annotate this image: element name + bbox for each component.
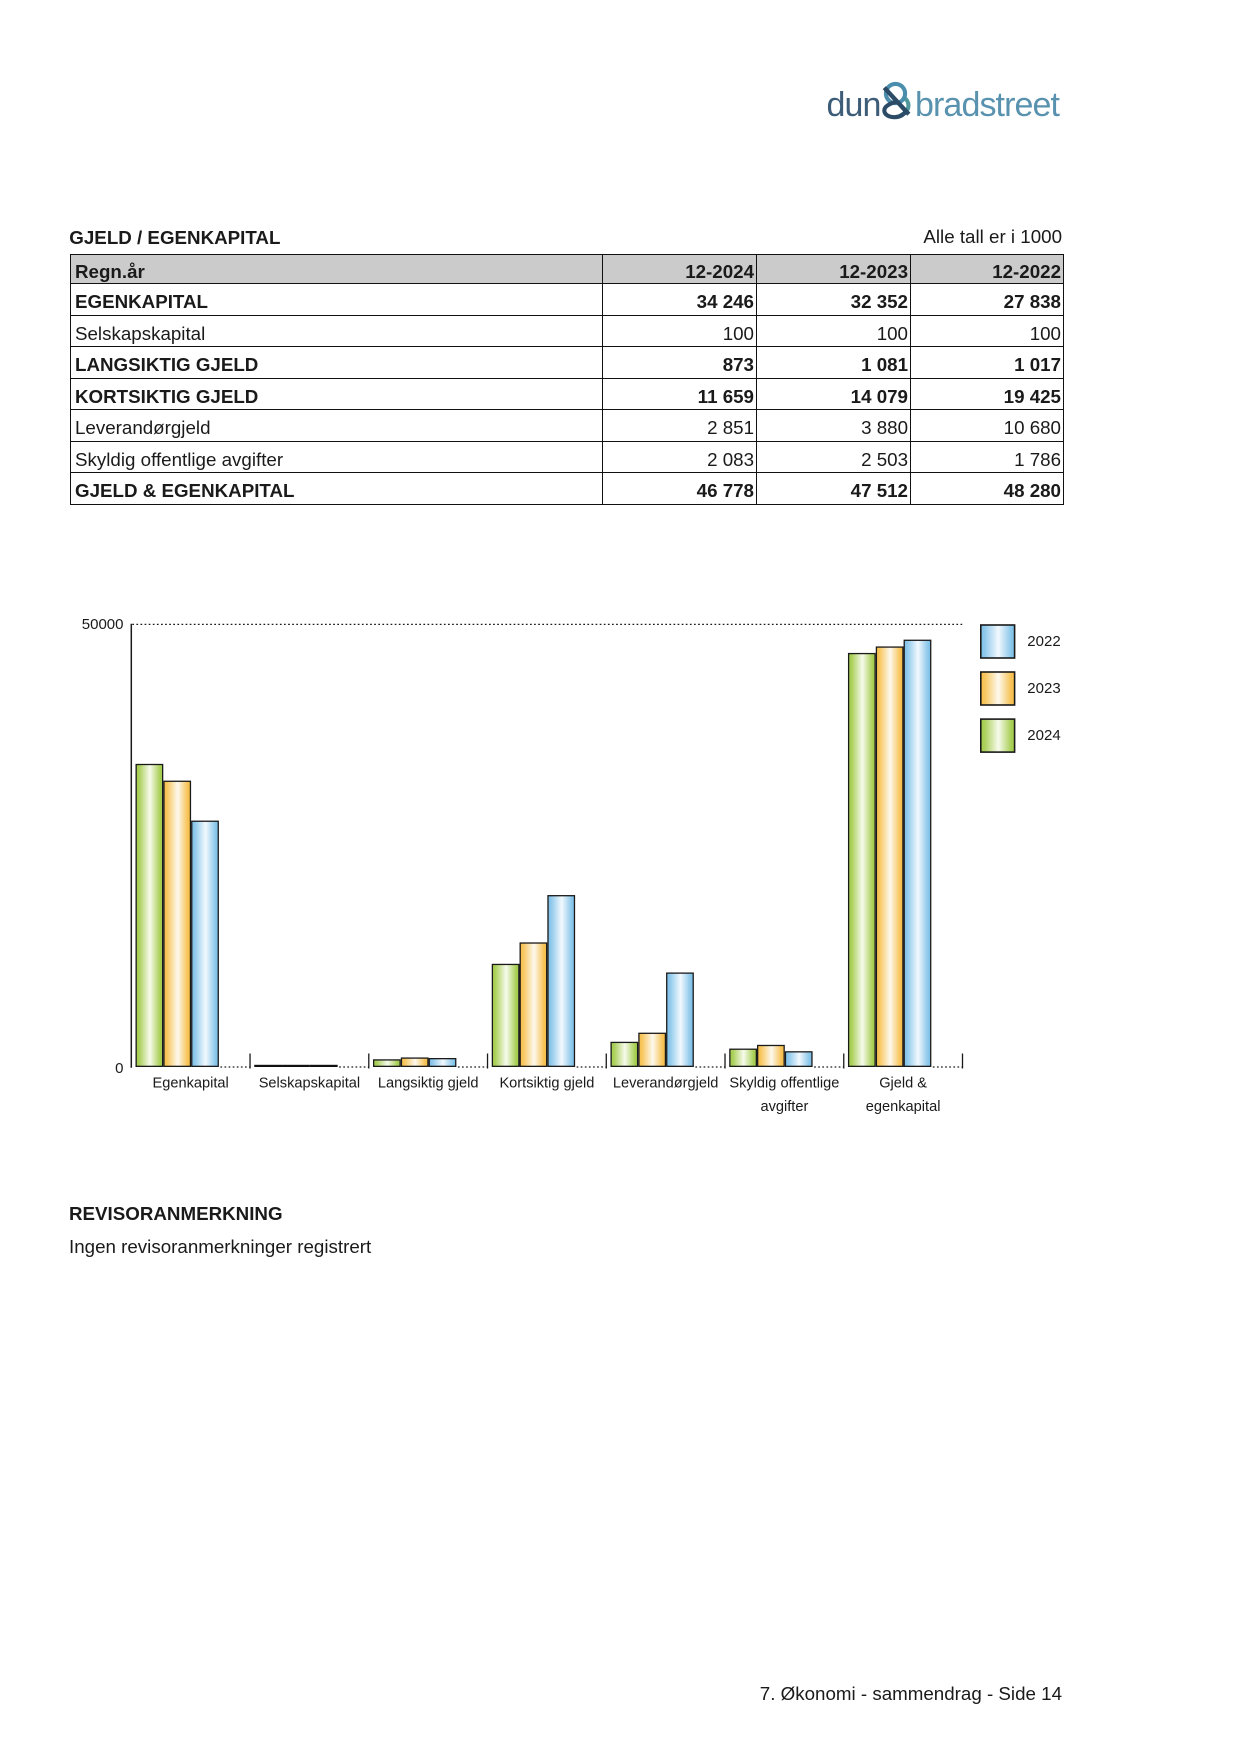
svg-text:50000: 50000 bbox=[82, 616, 124, 633]
svg-text:2023: 2023 bbox=[1027, 680, 1060, 697]
svg-text:2022: 2022 bbox=[1027, 633, 1060, 650]
svg-text:bradstreet: bradstreet bbox=[915, 86, 1061, 124]
svg-text:dun: dun bbox=[827, 86, 881, 124]
svg-text:Selskapskapital: Selskapskapital bbox=[259, 1076, 360, 1092]
svg-text:Gjeld &: Gjeld & bbox=[879, 1076, 927, 1092]
svg-text:Kortsiktig gjeld: Kortsiktig gjeld bbox=[499, 1076, 594, 1092]
svg-text:avgifter: avgifter bbox=[760, 1099, 808, 1115]
svg-text:0: 0 bbox=[115, 1060, 123, 1077]
svg-text:Leverandørgjeld: Leverandørgjeld bbox=[613, 1076, 718, 1092]
svg-text:Langsiktig gjeld: Langsiktig gjeld bbox=[378, 1076, 479, 1092]
svg-text:Egenkapital: Egenkapital bbox=[153, 1076, 229, 1092]
svg-text:2024: 2024 bbox=[1027, 727, 1060, 744]
svg-text:Skyldig offentlige: Skyldig offentlige bbox=[729, 1076, 839, 1092]
svg-text:egenkapital: egenkapital bbox=[866, 1099, 941, 1115]
